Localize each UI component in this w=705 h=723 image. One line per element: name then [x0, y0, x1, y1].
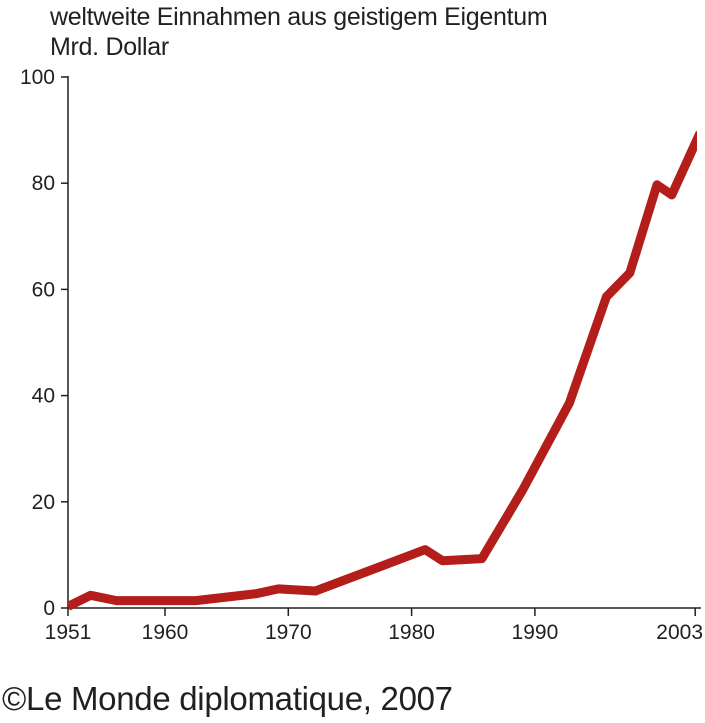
x-tick-label: 1990	[512, 621, 559, 644]
x-tick-label: 1980	[388, 621, 435, 644]
copyright-credit: ©Le Monde diplomatique, 2007	[2, 680, 453, 717]
y-tick-label: 100	[20, 66, 55, 89]
y-tick-label: 0	[43, 597, 55, 620]
y-tick-label: 80	[32, 172, 55, 195]
x-tick-label: 2003	[656, 621, 703, 644]
y-tick-label: 40	[32, 385, 55, 408]
chart-title: weltweite Einnahmen aus geistigem Eigent…	[50, 3, 548, 31]
y-axis-unit-label: Mrd. Dollar	[50, 33, 169, 61]
y-tick-label: 20	[32, 491, 55, 514]
x-tick-label: 1951	[45, 621, 92, 644]
series-line-einnahmen	[68, 130, 697, 611]
x-tick-label: 1970	[265, 621, 312, 644]
line-chart: 0 20 40 60 80 100 1951 1960 1970 1980 1990 2003	[20, 66, 703, 644]
x-tick-label: 1960	[142, 621, 189, 644]
y-tick-label: 60	[32, 278, 55, 301]
